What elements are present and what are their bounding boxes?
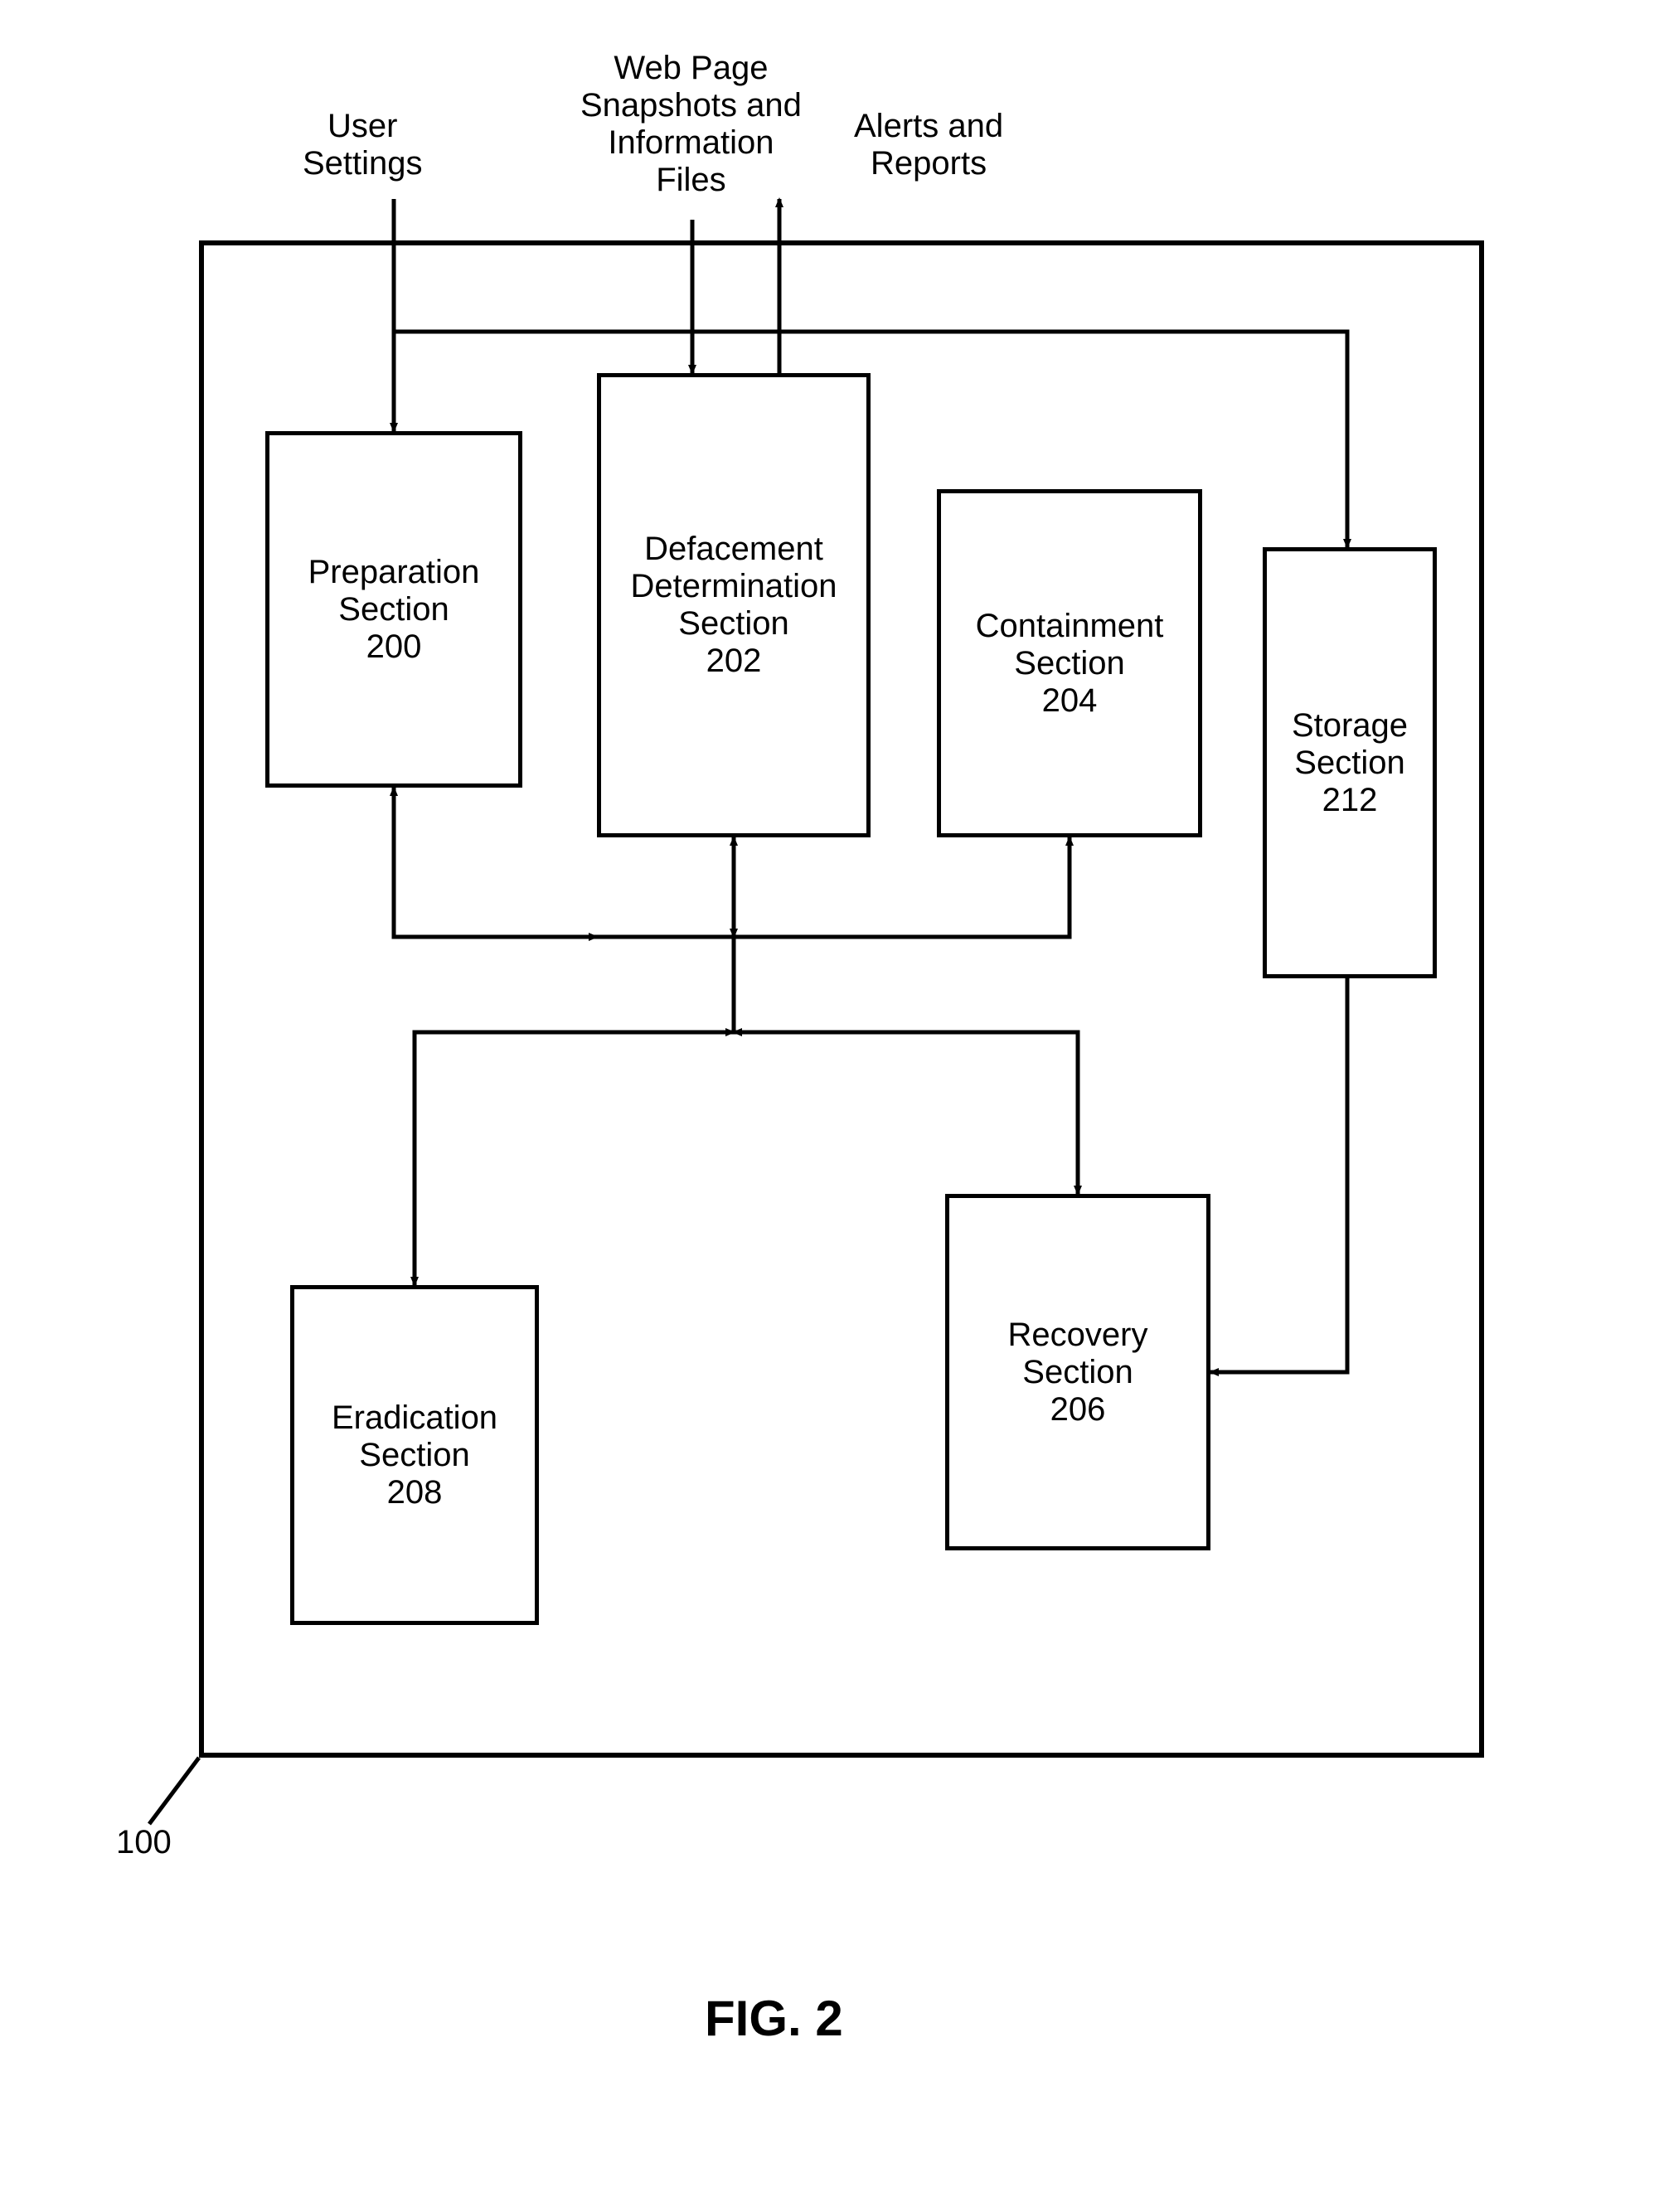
node-text-line: Section	[678, 605, 788, 643]
storage-section-node: StorageSection212	[1263, 547, 1437, 978]
node-text-line: Eradication	[332, 1399, 497, 1437]
node-text-line: 208	[387, 1474, 443, 1511]
diagram-stage: PreparationSection200 DefacementDetermin…	[0, 0, 1659, 2212]
node-text-line: 206	[1050, 1391, 1106, 1429]
node-text-line: Storage	[1292, 707, 1408, 745]
node-text-line: 200	[366, 628, 422, 666]
node-text-line: Section	[1294, 745, 1404, 782]
node-text-line: Preparation	[308, 554, 480, 591]
outer-ref-label: 100	[116, 1824, 172, 1861]
node-text-line: 212	[1322, 782, 1378, 819]
user-settings-label: User Settings	[303, 108, 423, 182]
node-text-line: 204	[1042, 682, 1098, 720]
node-text-line: Section	[359, 1437, 469, 1474]
node-text-line: Section	[338, 591, 449, 628]
containment-section-node: ContainmentSection204	[937, 489, 1202, 837]
snapshots-label: Web Page Snapshots and Information Files	[580, 50, 802, 199]
node-text-line: Section	[1014, 645, 1124, 682]
defacement-determination-node: DefacementDeterminationSection202	[597, 373, 871, 837]
node-text-line: Recovery	[1008, 1317, 1148, 1354]
recovery-section-node: RecoverySection206	[945, 1194, 1210, 1550]
alerts-reports-label: Alerts and Reports	[854, 108, 1003, 182]
node-text-line: Determination	[630, 568, 837, 605]
eradication-section-node: EradicationSection208	[290, 1285, 539, 1625]
node-text-line: Section	[1022, 1354, 1133, 1391]
node-text-line: 202	[706, 643, 762, 680]
node-text-line: Defacement	[644, 531, 823, 568]
edge-outer-leader	[149, 1758, 199, 1824]
preparation-section-node: PreparationSection200	[265, 431, 522, 788]
figure-label: FIG. 2	[705, 1990, 843, 2047]
node-text-line: Containment	[976, 608, 1164, 645]
